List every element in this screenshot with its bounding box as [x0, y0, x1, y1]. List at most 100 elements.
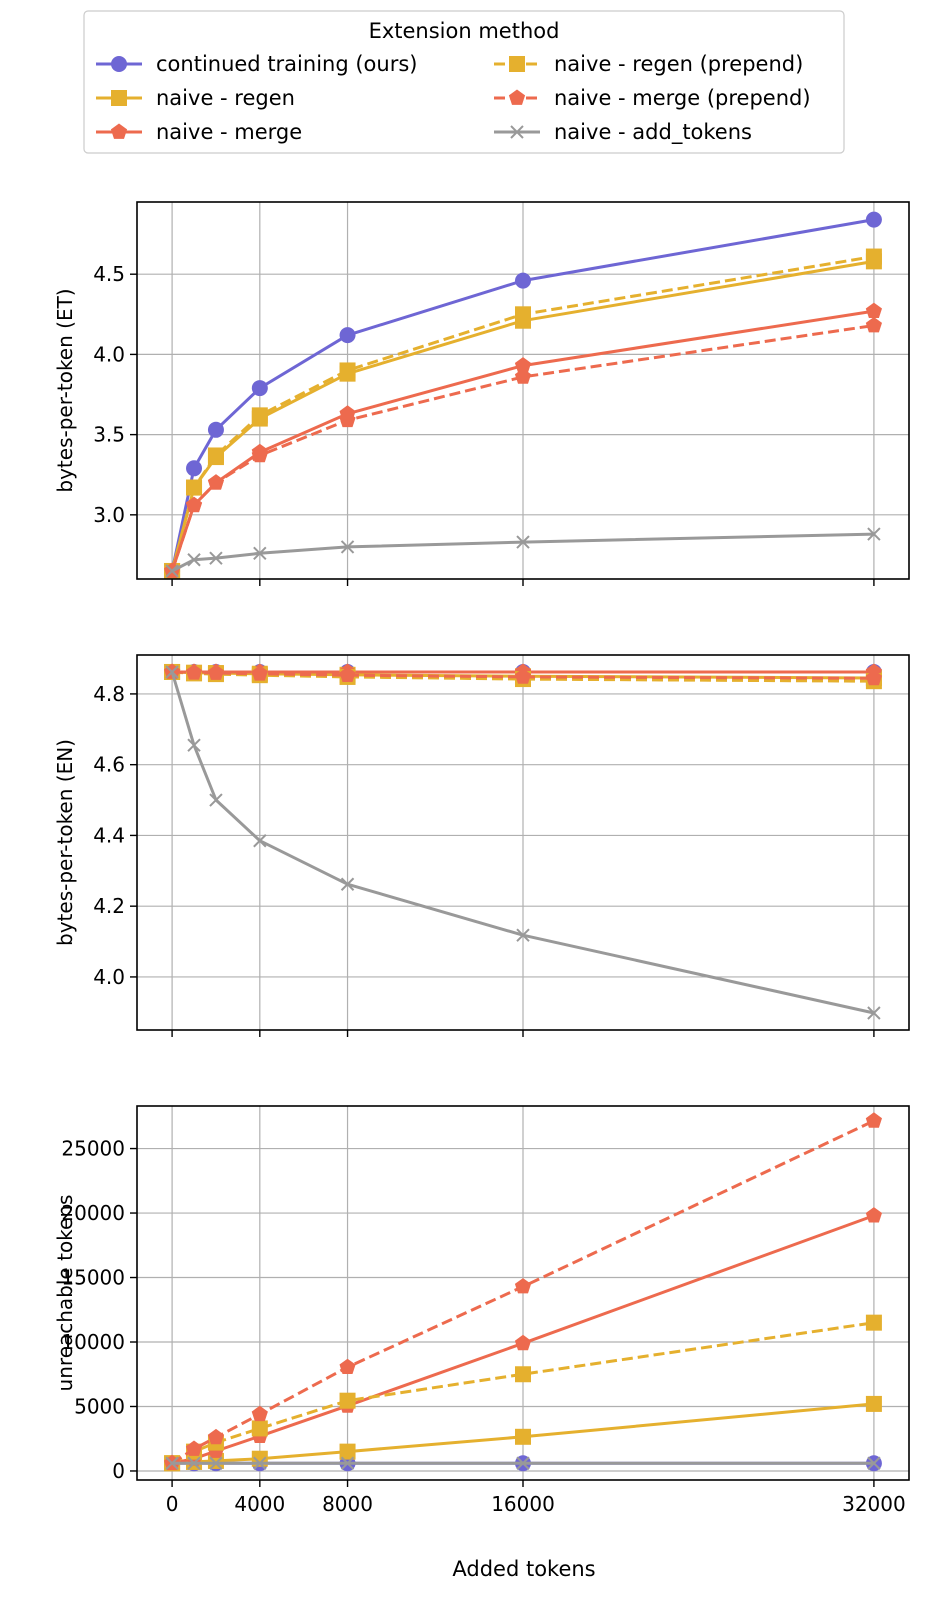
data-point-naive-merge-prepend	[514, 668, 532, 684]
data-point-naive-regen-prepend	[207, 447, 224, 464]
legend-entry-naive-regen-prepend: naive - regen (prepend)	[494, 52, 803, 76]
legend-entry-naive-merge-prepend: naive - merge (prepend)	[494, 86, 811, 110]
x-tick-label: 8000	[322, 1492, 373, 1516]
x-tick-label: 16000	[491, 1492, 555, 1516]
data-point-naive-add-tokens	[516, 928, 530, 942]
legend-marker-naive-merge-prepend	[508, 89, 526, 105]
data-point-naive-merge-prepend	[514, 1278, 532, 1294]
y-tick-label: 4.0	[93, 965, 125, 989]
data-point-naive-merge	[514, 357, 532, 373]
x-tick-label: 32000	[842, 1492, 906, 1516]
legend-marker-naive-regen	[111, 90, 127, 106]
y-tick-label: 4.4	[93, 823, 125, 847]
y-tick-label: 3.0	[93, 503, 125, 527]
data-point-continued-training-ours	[339, 327, 356, 344]
y-tick-label: 4.0	[93, 342, 125, 366]
data-point-naive-add-tokens	[867, 1456, 881, 1470]
legend-label-naive-regen-prepend: naive - regen (prepend)	[554, 52, 803, 76]
data-point-naive-merge-prepend	[185, 664, 203, 680]
data-point-naive-merge-prepend	[251, 665, 268, 681]
data-point-naive-add-tokens	[187, 1456, 201, 1470]
y-tick-label: 4.8	[93, 682, 125, 706]
data-point-naive-regen-prepend	[251, 407, 268, 424]
data-point-naive-merge	[514, 1334, 532, 1351]
data-point-naive-merge-prepend	[514, 368, 532, 384]
legend-label-naive-regen: naive - regen	[156, 86, 295, 110]
legend-label-continued-training-ours: continued training (ours)	[156, 52, 417, 76]
data-point-naive-regen-prepend	[865, 1314, 882, 1331]
data-point-naive-add-tokens	[209, 793, 223, 807]
data-point-naive-regen-prepend	[865, 248, 882, 265]
panel-3-ticks: 0 4000 8000 16000 32000 0 5000 10000 15000 20000 2…	[61, 1137, 905, 1516]
data-point-naive-merge-prepend	[207, 474, 224, 490]
data-point-naive-add-tokens	[340, 1456, 355, 1470]
panel-2-ticks: 4.0 4.2 4.4 4.6 4.8	[93, 682, 875, 1037]
data-point-naive-add-tokens	[187, 738, 201, 752]
x-axis-label: Added tokens	[452, 1557, 595, 1581]
data-point-naive-regen-prepend	[186, 479, 203, 496]
legend-entry-naive-add-tokens: naive - add_tokens	[494, 120, 752, 145]
data-point-naive-add-tokens	[209, 551, 223, 565]
legend-entry-naive-regen: naive - regen	[96, 86, 295, 110]
legend-label-naive-merge: naive - merge	[156, 120, 302, 144]
data-point-continued-training-ours	[207, 421, 224, 438]
data-point-naive-regen	[339, 1443, 356, 1460]
legend-title: Extension method	[369, 19, 560, 43]
y-tick-label: 5000	[74, 1394, 125, 1418]
data-point-naive-add-tokens	[516, 1456, 530, 1470]
data-point-naive-add-tokens	[165, 564, 179, 578]
data-point-naive-add-tokens	[209, 1456, 223, 1470]
data-point-naive-add-tokens	[187, 553, 201, 567]
data-point-naive-add-tokens	[165, 665, 179, 679]
y-tick-label: 4.2	[93, 894, 125, 918]
data-point-naive-add-tokens	[253, 834, 267, 848]
y-tick-label: 10000	[61, 1330, 125, 1354]
panel-2-series	[164, 663, 882, 1020]
data-point-naive-merge-prepend	[185, 1440, 203, 1456]
panel-3: 0 4000 8000 16000 32000 0 5000 10000 15000 20000 2…	[53, 1105, 910, 1516]
panel-3-series	[164, 1112, 882, 1472]
panel-2: 4.0 4.2 4.4 4.6 4.8 bytes-per-token (EN)	[53, 654, 910, 1037]
data-point-continued-training-ours	[865, 211, 882, 228]
data-point-naive-add-tokens	[165, 1456, 179, 1470]
legend-marker-naive-regen-prepend	[509, 56, 525, 72]
legend-marker-continued-training-ours	[111, 56, 127, 72]
y-tick-label: 25000	[61, 1137, 125, 1161]
data-point-naive-regen-prepend	[515, 1366, 531, 1383]
data-point-naive-regen	[865, 1395, 882, 1412]
data-point-naive-merge-prepend	[865, 317, 882, 333]
data-point-naive-merge-prepend	[865, 669, 882, 686]
data-point-naive-regen-prepend	[339, 362, 356, 379]
data-point-naive-add-tokens	[867, 1006, 881, 1020]
y-tick-label: 15000	[61, 1266, 125, 1290]
legend-entries: continued training (ours) naive - regen na…	[96, 52, 811, 145]
data-point-naive-merge	[865, 1207, 882, 1223]
panel-1-series	[164, 211, 882, 579]
y-tick-label: 0	[112, 1459, 125, 1483]
y-axis-label: bytes-per-token (ET)	[53, 288, 77, 492]
x-tick-label: 0	[166, 1492, 179, 1516]
data-point-naive-add-tokens	[340, 877, 355, 891]
data-point-naive-merge-prepend	[207, 664, 224, 680]
data-point-naive-merge	[865, 302, 882, 318]
data-point-naive-merge-prepend	[865, 1112, 882, 1128]
legend: Extension method continued training (our…	[83, 10, 845, 154]
data-point-naive-add-tokens	[253, 546, 267, 561]
data-point-naive-regen	[515, 1428, 531, 1445]
data-point-naive-regen-prepend	[339, 1392, 356, 1409]
legend-label-naive-add-tokens: naive - add_tokens	[554, 120, 752, 145]
data-point-naive-regen-prepend	[515, 306, 531, 323]
data-point-naive-merge-prepend	[251, 447, 268, 463]
legend-entry-naive-merge: naive - merge	[96, 120, 302, 144]
data-point-continued-training-ours	[515, 272, 531, 289]
y-tick-label: 20000	[61, 1201, 125, 1225]
panel-2-grid	[137, 655, 909, 1030]
data-point-naive-add-tokens	[253, 1456, 267, 1470]
x-tick-label: 4000	[234, 1492, 285, 1516]
data-point-naive-merge-prepend	[207, 1428, 224, 1445]
data-point-naive-add-tokens	[516, 535, 530, 549]
data-point-naive-merge-prepend	[339, 666, 356, 682]
data-point-naive-merge-prepend	[251, 1405, 268, 1422]
